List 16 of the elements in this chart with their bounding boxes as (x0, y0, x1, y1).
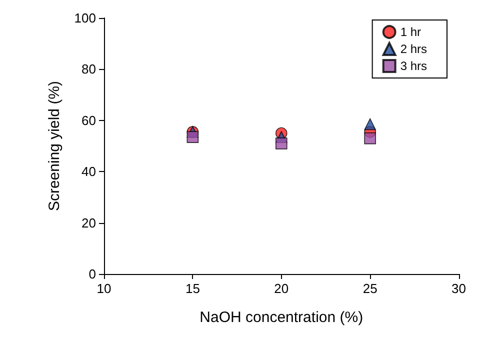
x-axis-title: NaOH concentration (%) (200, 309, 364, 326)
legend-label: 2 hrs (400, 42, 428, 56)
x-tick-label: 25 (362, 281, 378, 296)
y-tick-label: 0 (88, 266, 96, 282)
y-tick-label: 20 (82, 215, 96, 230)
y-axis-title: Screening yield (%) (46, 80, 63, 212)
x-tick-label: 15 (185, 281, 200, 296)
y-tick-label: 80 (82, 62, 96, 77)
x-tick-label: 20 (274, 281, 289, 296)
y-tick-label: 40 (82, 164, 96, 180)
x-tick-label: 10 (96, 281, 112, 296)
x-tick-label: 30 (452, 281, 466, 296)
legend-label: 1 hr (400, 25, 422, 39)
y-tick-label: 60 (82, 112, 96, 128)
y-tick-label: 100 (74, 10, 96, 26)
legend-label: 3 hrs (400, 59, 428, 73)
